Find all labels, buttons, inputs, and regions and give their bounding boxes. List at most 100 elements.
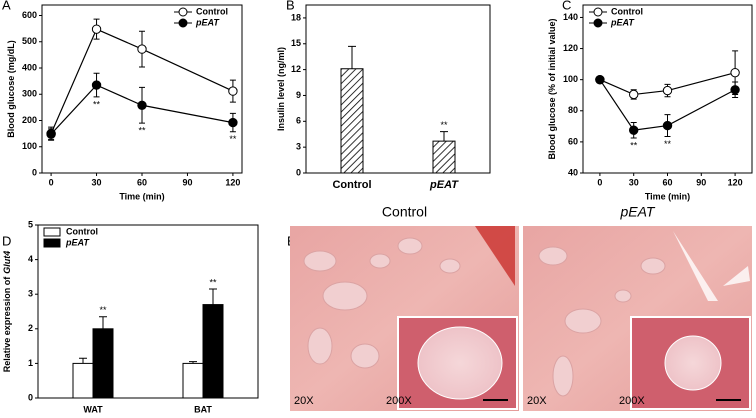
tissue-structure bbox=[552, 355, 574, 397]
x-tick-label: 120 bbox=[728, 177, 743, 187]
tissue-structure bbox=[564, 308, 602, 334]
marker bbox=[137, 100, 147, 110]
series-line bbox=[50, 84, 234, 135]
y-tick-label: 6 bbox=[296, 116, 301, 126]
legend-label: Control bbox=[196, 6, 228, 16]
error-bar bbox=[99, 316, 107, 329]
marker bbox=[91, 24, 102, 34]
marker bbox=[730, 85, 740, 95]
error-bar bbox=[79, 357, 87, 364]
y-tick-label: 4 bbox=[28, 254, 33, 264]
significance: ** bbox=[209, 277, 217, 287]
y-tick-label: 5 bbox=[28, 219, 33, 229]
tissue-structure bbox=[439, 258, 461, 274]
legend-label: pEAT bbox=[610, 17, 635, 27]
magnification: 20X bbox=[294, 395, 314, 407]
marker bbox=[595, 74, 605, 85]
x-axis-label: Time (min) bbox=[119, 191, 164, 201]
legend-label: Control bbox=[611, 6, 643, 16]
x-tick-label: Control bbox=[332, 179, 371, 191]
plot-frame bbox=[37, 224, 259, 399]
y-tick-label: 600 bbox=[22, 10, 37, 20]
inset-magnification: 200X bbox=[386, 395, 412, 407]
x-tick-label: 30 bbox=[629, 177, 639, 187]
error-bar bbox=[209, 288, 217, 305]
panel-label: A bbox=[2, 0, 11, 12]
y-tick-label: 400 bbox=[22, 62, 37, 72]
marker bbox=[662, 120, 673, 131]
y-tick-label: 2 bbox=[28, 323, 33, 333]
y-tick-label: 40 bbox=[568, 167, 578, 177]
tissue-structure bbox=[640, 257, 666, 275]
image-title: Control bbox=[382, 204, 427, 220]
x-tick-label: 60 bbox=[662, 177, 672, 187]
y-axis-label-part: Relative expression of bbox=[2, 276, 12, 373]
tissue-structure bbox=[307, 327, 333, 365]
y-tick-label: 140 bbox=[563, 12, 578, 22]
islet bbox=[664, 335, 722, 391]
bar bbox=[202, 304, 224, 399]
y-tick-label: 3 bbox=[296, 142, 301, 152]
x-tick-label: 90 bbox=[182, 177, 192, 187]
y-tick-label: 100 bbox=[563, 74, 578, 84]
plot-frame bbox=[305, 4, 491, 174]
y-tick-label: 9 bbox=[296, 90, 301, 100]
panel-label: B bbox=[286, 0, 295, 12]
marker bbox=[629, 125, 639, 135]
x-tick-label: 0 bbox=[49, 177, 54, 187]
x-axis-label: Time (min) bbox=[645, 191, 690, 201]
y-tick-label: 60 bbox=[568, 136, 578, 146]
y-tick-label: 500 bbox=[22, 36, 37, 46]
y-axis-label: Relative expression of Glut4 bbox=[2, 251, 12, 373]
y-tick-label: 0 bbox=[28, 392, 33, 402]
x-tick-label: 120 bbox=[225, 177, 240, 187]
bar bbox=[182, 362, 204, 399]
x-tick-label: 0 bbox=[597, 177, 602, 187]
y-tick-label: 18 bbox=[291, 12, 301, 22]
islet bbox=[417, 326, 503, 400]
marker bbox=[730, 67, 740, 78]
tissue-structure bbox=[322, 281, 368, 311]
panel-label: C bbox=[562, 0, 571, 12]
inset-magnification: 200X bbox=[619, 395, 645, 407]
y-tick-label: 0 bbox=[32, 167, 37, 177]
magnification: 20X bbox=[527, 395, 547, 407]
y-axis-label-part: Insulin level (ng/ml) bbox=[276, 47, 286, 131]
error-bar bbox=[440, 131, 448, 142]
bar bbox=[72, 362, 94, 399]
x-tick-label: 60 bbox=[137, 177, 147, 187]
bar bbox=[432, 140, 456, 174]
x-tick-label: BAT bbox=[194, 404, 212, 414]
y-tick-label: 120 bbox=[563, 43, 578, 53]
y-tick-label: 1 bbox=[28, 358, 33, 368]
legend-label: pEAT bbox=[195, 17, 220, 27]
y-tick-label: 15 bbox=[291, 38, 301, 48]
legend-marker bbox=[178, 18, 188, 28]
tissue-structure bbox=[350, 343, 380, 369]
image-title: pEAT bbox=[620, 204, 656, 220]
marker bbox=[91, 80, 102, 90]
legend-marker bbox=[178, 7, 188, 17]
y-tick-label: 3 bbox=[28, 289, 33, 299]
tissue-tear bbox=[673, 231, 750, 301]
y-tick-label: 12 bbox=[291, 64, 301, 74]
legend-label: pEAT bbox=[65, 237, 90, 247]
significance: ** bbox=[93, 99, 101, 109]
tissue-tear bbox=[475, 226, 515, 286]
marker bbox=[46, 129, 56, 139]
error-bar bbox=[348, 45, 356, 69]
tissue-structure bbox=[369, 253, 391, 269]
y-axis-label: Blood glucose (mg/dL) bbox=[6, 40, 16, 138]
series-line bbox=[599, 72, 736, 96]
x-tick-label: WAT bbox=[83, 404, 103, 414]
tissue-structure bbox=[614, 289, 632, 303]
y-axis-label-part: Blood glucose (mg/dL) bbox=[6, 40, 16, 138]
bar bbox=[340, 68, 364, 174]
significance: ** bbox=[630, 140, 638, 150]
y-tick-label: 80 bbox=[568, 105, 578, 115]
legend-marker bbox=[593, 18, 603, 28]
significance: ** bbox=[99, 305, 107, 315]
significance: ** bbox=[664, 139, 672, 149]
series-line bbox=[50, 28, 234, 134]
